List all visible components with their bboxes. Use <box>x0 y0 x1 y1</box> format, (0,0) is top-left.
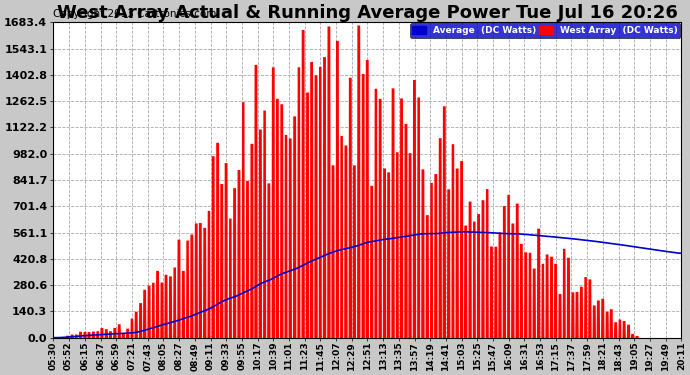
Title: West Array Actual & Running Average Power Tue Jul 16 20:26: West Array Actual & Running Average Powe… <box>57 4 678 22</box>
Legend: Average  (DC Watts), West Array  (DC Watts): Average (DC Watts), West Array (DC Watts… <box>410 23 680 38</box>
Text: Copyright 2013 Cartronics.com: Copyright 2013 Cartronics.com <box>53 9 216 19</box>
